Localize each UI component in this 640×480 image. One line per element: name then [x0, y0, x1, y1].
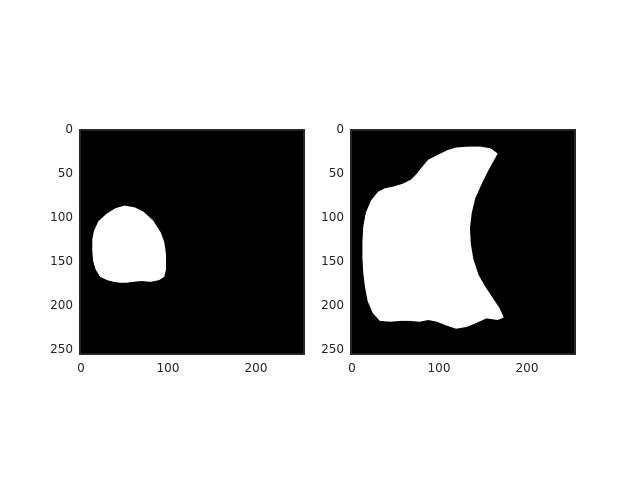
right-mask-blob [362, 146, 504, 329]
right-ytick-150: 150 [321, 254, 344, 268]
right-xtick-200: 200 [515, 361, 539, 375]
left-mask-image [81, 131, 303, 353]
right-mask-image [352, 131, 574, 353]
right-panel: 0 50 100 150 200 250 0 100 200 [321, 122, 576, 375]
right-ytick-50: 50 [328, 166, 344, 180]
left-ytick-50: 50 [57, 166, 73, 180]
right-ytick-100: 100 [321, 210, 344, 224]
left-ytick-200: 200 [50, 298, 73, 312]
left-xtick-0: 0 [77, 361, 85, 375]
left-mask-blob [92, 205, 166, 283]
left-ytick-250: 250 [50, 342, 73, 356]
left-ytick-150: 150 [50, 254, 73, 268]
left-ytick-0: 0 [65, 122, 73, 136]
right-xtick-100: 100 [427, 361, 451, 375]
right-ytick-0: 0 [336, 122, 344, 136]
right-ytick-200: 200 [321, 298, 344, 312]
left-ytick-100: 100 [50, 210, 73, 224]
right-ytick-250: 250 [321, 342, 344, 356]
left-panel: 0 50 100 150 200 250 0 100 200 [50, 122, 305, 375]
right-xtick-0: 0 [348, 361, 356, 375]
left-image-axes [79, 129, 305, 355]
left-xtick-200: 200 [244, 361, 268, 375]
left-xtick-100: 100 [156, 361, 180, 375]
right-image-axes [350, 129, 576, 355]
